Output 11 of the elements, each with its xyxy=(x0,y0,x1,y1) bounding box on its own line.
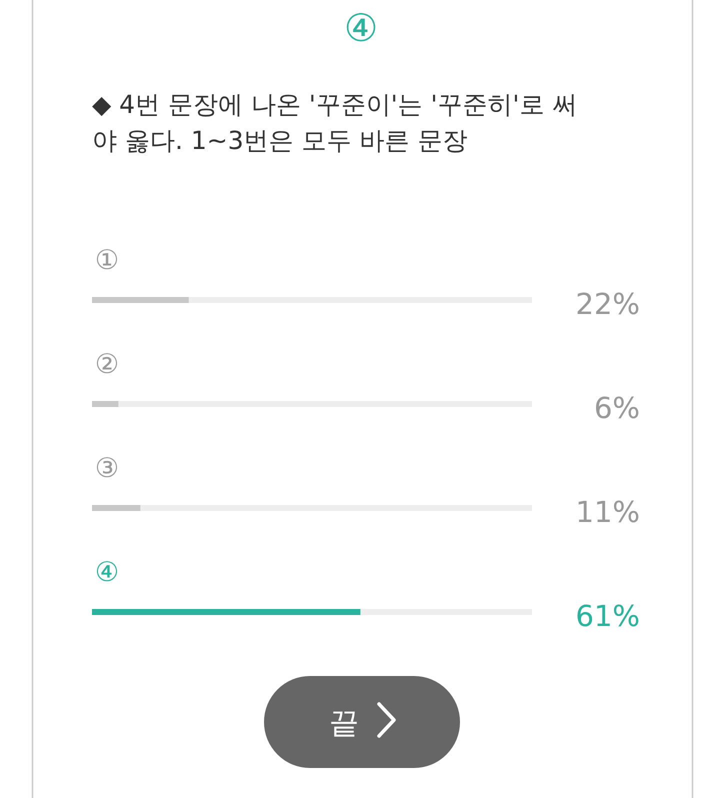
button-label: 끝 xyxy=(329,706,359,741)
value-label: 6% xyxy=(594,391,640,425)
category-label: ② xyxy=(94,349,120,380)
value-label: 61% xyxy=(576,599,640,633)
subtitle: ◆ 4번 문장에 나온 '꾸준이'는 '꾸준히'로 써야 옳다. 1~3번은 모두 바른 문장 xyxy=(92,90,578,155)
category-label: ④ xyxy=(94,557,120,588)
value-label: 11% xyxy=(576,495,640,529)
value-label: 22% xyxy=(576,287,640,321)
title: ④ xyxy=(344,6,378,50)
category-label: ① xyxy=(94,245,120,276)
category-label: ③ xyxy=(94,453,120,484)
